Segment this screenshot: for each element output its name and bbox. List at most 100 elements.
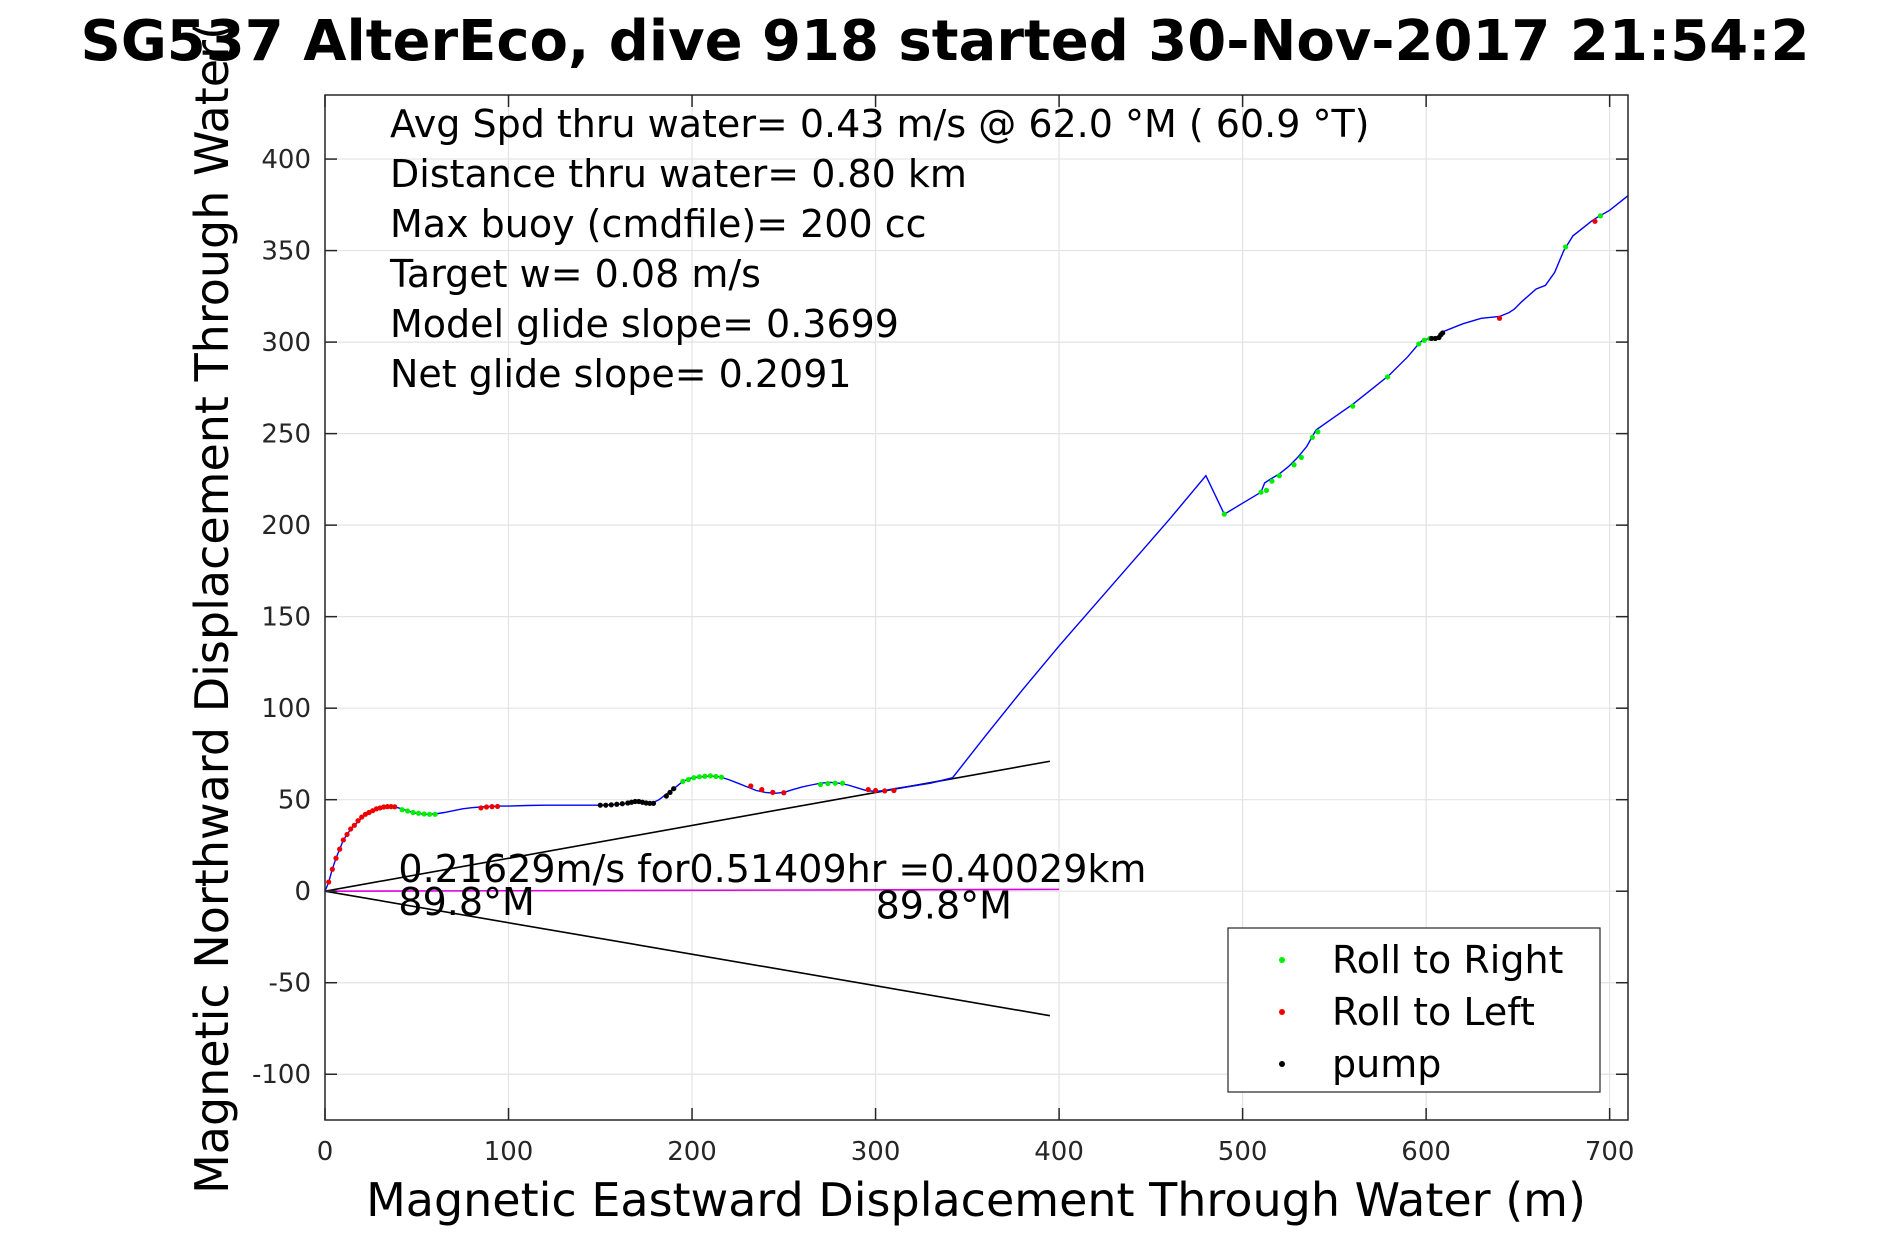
x-tick-label: 100 xyxy=(484,1137,534,1167)
series-roll-to-right xyxy=(399,213,1604,817)
data-point xyxy=(410,809,416,816)
data-point xyxy=(718,774,725,780)
info-line: Net glide slope= 0.2091 xyxy=(390,352,852,396)
data-point xyxy=(333,855,339,861)
data-point xyxy=(872,787,879,794)
data-point xyxy=(483,804,490,810)
x-tick-label: 600 xyxy=(1401,1137,1451,1167)
data-point xyxy=(707,773,713,779)
y-tick-label: -100 xyxy=(252,1060,311,1090)
legend-marker xyxy=(1279,957,1285,963)
data-point xyxy=(667,789,673,795)
data-point xyxy=(770,789,776,795)
legend: Roll to Right Roll to Left pump xyxy=(1227,927,1601,1093)
data-point xyxy=(351,822,357,828)
x-tick-label: 300 xyxy=(851,1137,901,1167)
annotation: 89.8°M xyxy=(876,884,1012,928)
legend-box xyxy=(1227,927,1601,1093)
y-tick-label: 250 xyxy=(261,420,311,450)
ticks-layer: 0 100 200 300 400 500 600 700 -100 -50 0 50 100 150 20… xyxy=(252,95,1634,1167)
y-tick-label: -50 xyxy=(269,969,311,999)
data-point xyxy=(384,804,390,810)
info-line: Distance thru water= 0.80 km xyxy=(390,152,967,196)
data-point xyxy=(882,788,888,794)
data-point xyxy=(597,802,603,808)
data-point xyxy=(478,805,484,811)
data-point xyxy=(1429,335,1435,342)
data-point xyxy=(494,803,501,810)
data-point xyxy=(1291,462,1297,468)
data-point xyxy=(1221,511,1227,517)
data-point xyxy=(348,826,354,832)
data-point xyxy=(891,787,897,794)
y-tick-label: 400 xyxy=(261,145,311,175)
data-point xyxy=(388,804,394,810)
data-point xyxy=(392,804,398,810)
data-point xyxy=(781,790,787,796)
data-point xyxy=(817,781,824,788)
data-point xyxy=(1597,213,1604,219)
y-tick-label: 50 xyxy=(278,786,311,816)
data-point xyxy=(1276,473,1282,479)
y-tick-label: 350 xyxy=(261,237,311,267)
data-point xyxy=(1315,429,1321,435)
y-tick-label: 200 xyxy=(261,511,311,541)
legend-items: Roll to Right Roll to Left pump xyxy=(1279,938,1563,1086)
data-point xyxy=(702,773,708,779)
data-point xyxy=(359,814,365,820)
data-point xyxy=(404,808,411,814)
info-line: Target w= 0.08 m/s xyxy=(389,252,761,296)
annotation: 0.21629m/s for0.51409hr =0.40029km xyxy=(398,847,1146,891)
x-tick-label: 700 xyxy=(1585,1137,1635,1167)
y-tick-label: 0 xyxy=(294,877,311,907)
legend-label: pump xyxy=(1332,1042,1441,1086)
legend-label: Roll to Right xyxy=(1332,938,1563,982)
data-point xyxy=(663,793,669,799)
info-line: Max buoy (cmdfile)= 200 cc xyxy=(390,202,927,246)
y-axis-label: Magnetic Northward Displacement Through … xyxy=(185,22,239,1194)
x-tick-label: 200 xyxy=(667,1137,717,1167)
data-point xyxy=(344,831,350,838)
data-point xyxy=(1263,487,1270,493)
data-point xyxy=(329,866,335,872)
chart-title: SG537 AlterEco, dive 918 started 30-Nov-… xyxy=(81,9,1810,74)
data-point xyxy=(1440,330,1446,336)
info-line: Model glide slope= 0.3699 xyxy=(390,302,899,346)
annotation: 89.8°M xyxy=(398,880,534,924)
data-point xyxy=(432,811,438,817)
x-tick-label: 0 xyxy=(317,1137,334,1167)
data-point xyxy=(1563,244,1569,250)
track-line xyxy=(325,195,1628,892)
y-tick-label: 150 xyxy=(261,603,311,633)
annotations-layer: 0.21629m/s for0.51409hr =0.40029km89.8°M… xyxy=(398,847,1146,928)
data-point xyxy=(603,802,609,808)
legend-marker xyxy=(1279,1009,1285,1015)
y-tick-label: 300 xyxy=(261,328,311,358)
data-point xyxy=(632,798,638,805)
plot-frame xyxy=(324,94,1629,1121)
data-point xyxy=(1309,434,1315,440)
series-roll-to-left xyxy=(326,218,1598,885)
data-point xyxy=(399,807,405,813)
data-point xyxy=(340,837,346,843)
data-point xyxy=(696,774,702,780)
series-pump xyxy=(597,330,1446,808)
data-point xyxy=(1350,403,1356,409)
data-point xyxy=(619,801,625,807)
data-point xyxy=(759,787,765,793)
data-point xyxy=(671,786,677,792)
reference-line xyxy=(325,890,1051,1017)
data-point xyxy=(647,800,653,806)
data-point xyxy=(832,780,838,786)
points-layer xyxy=(326,213,1604,885)
legend-label: Roll to Left xyxy=(1332,990,1535,1034)
data-point xyxy=(865,787,871,793)
data-point xyxy=(326,879,332,885)
data-point xyxy=(839,780,846,786)
data-point xyxy=(748,783,754,789)
data-point xyxy=(1496,315,1503,321)
data-point xyxy=(691,775,697,781)
data-point xyxy=(421,811,427,817)
data-point xyxy=(608,802,614,808)
